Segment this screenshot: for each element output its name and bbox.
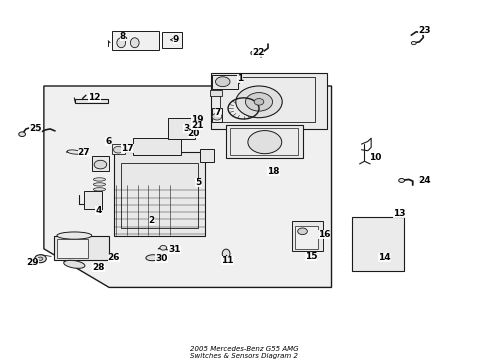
- Bar: [121, 163, 197, 228]
- Ellipse shape: [57, 232, 92, 239]
- Circle shape: [215, 77, 229, 87]
- Bar: [211, 75, 238, 89]
- Ellipse shape: [130, 38, 139, 48]
- Bar: [168, 118, 194, 139]
- Text: 14: 14: [378, 253, 390, 262]
- Bar: [291, 221, 323, 251]
- Text: 2005 Mercedes-Benz G55 AMG
Switches & Sensors Diagram 2: 2005 Mercedes-Benz G55 AMG Switches & Se…: [190, 346, 298, 359]
- Bar: [210, 73, 326, 129]
- Text: 19: 19: [190, 114, 203, 123]
- Circle shape: [250, 51, 256, 55]
- Text: 30: 30: [155, 254, 167, 263]
- Ellipse shape: [63, 260, 85, 268]
- Circle shape: [19, 132, 25, 136]
- Text: 12: 12: [88, 93, 101, 102]
- Ellipse shape: [93, 178, 105, 181]
- Bar: [75, 99, 108, 103]
- Bar: [84, 191, 102, 209]
- Circle shape: [212, 113, 222, 120]
- Bar: [57, 239, 88, 258]
- Circle shape: [247, 131, 281, 154]
- Bar: [351, 217, 403, 271]
- Text: 5: 5: [195, 178, 201, 187]
- Ellipse shape: [93, 188, 105, 191]
- Circle shape: [35, 255, 46, 263]
- Ellipse shape: [117, 38, 125, 48]
- Text: 25: 25: [29, 125, 42, 134]
- Bar: [220, 77, 314, 122]
- Circle shape: [297, 228, 307, 235]
- Bar: [200, 149, 213, 162]
- Circle shape: [113, 147, 123, 153]
- Text: 26: 26: [107, 253, 120, 262]
- Ellipse shape: [93, 183, 105, 186]
- Bar: [211, 108, 222, 122]
- Bar: [111, 31, 159, 50]
- Bar: [114, 152, 204, 235]
- Bar: [229, 128, 297, 156]
- Text: 28: 28: [92, 263, 104, 272]
- Text: 2: 2: [148, 216, 155, 225]
- Bar: [111, 144, 125, 154]
- Text: 1: 1: [236, 74, 243, 83]
- Text: 22: 22: [251, 49, 264, 58]
- Text: 17: 17: [121, 144, 134, 153]
- Bar: [92, 156, 109, 171]
- Circle shape: [160, 246, 166, 250]
- Text: 9: 9: [172, 35, 179, 44]
- Text: 21: 21: [190, 121, 203, 130]
- Text: 27: 27: [78, 148, 90, 157]
- Text: 11: 11: [221, 256, 233, 265]
- Text: 8: 8: [119, 32, 125, 41]
- Circle shape: [245, 93, 272, 111]
- Circle shape: [38, 257, 43, 260]
- Text: 4: 4: [95, 206, 102, 215]
- Text: 7: 7: [214, 108, 221, 117]
- Text: 10: 10: [368, 153, 381, 162]
- Text: 24: 24: [417, 176, 430, 185]
- Bar: [295, 226, 318, 249]
- Circle shape: [235, 86, 282, 118]
- Bar: [225, 125, 302, 158]
- Ellipse shape: [67, 150, 81, 154]
- Polygon shape: [44, 86, 331, 287]
- Bar: [162, 32, 181, 48]
- Bar: [209, 90, 222, 96]
- Text: 23: 23: [417, 26, 430, 35]
- Text: 6: 6: [105, 137, 111, 146]
- Ellipse shape: [145, 255, 159, 261]
- Circle shape: [94, 160, 106, 169]
- Circle shape: [254, 99, 264, 105]
- Text: 13: 13: [392, 209, 405, 218]
- Ellipse shape: [222, 249, 229, 258]
- Bar: [53, 236, 109, 260]
- Text: 29: 29: [26, 257, 39, 266]
- Text: 20: 20: [187, 129, 200, 138]
- Text: 16: 16: [317, 230, 329, 239]
- Circle shape: [410, 41, 415, 45]
- Text: 15: 15: [305, 252, 317, 261]
- Text: 18: 18: [267, 167, 279, 176]
- Bar: [133, 138, 180, 156]
- Text: 31: 31: [168, 245, 180, 254]
- Circle shape: [398, 179, 404, 183]
- Text: 3: 3: [183, 124, 189, 133]
